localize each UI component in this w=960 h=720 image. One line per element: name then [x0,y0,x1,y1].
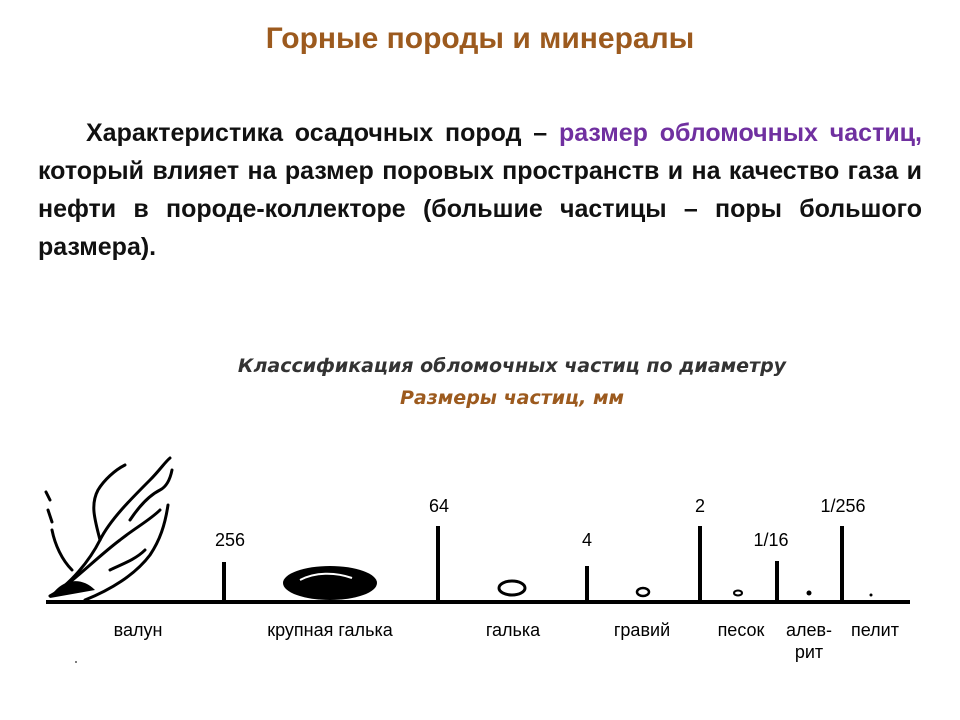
pebble-drawing [497,579,527,597]
sizes-subtitle: Размеры частиц, мм [399,387,625,409]
tick-label-1-256: 1/256 [820,496,865,516]
para-text-2: который влияет на размер поровых простра… [38,157,922,261]
tick-label-1-16: 1/16 [753,530,788,550]
label-cobble: крупная галька [267,620,393,640]
label-boulder: валун [114,620,163,640]
stray-dot [75,661,77,663]
classification-title: Классификация обломочных частиц по диаме… [237,355,787,377]
tick-label-64: 64 [429,496,449,516]
label-sand: песок [718,620,765,640]
tick-label-4: 4 [582,530,592,550]
cobble-highlight [299,572,353,581]
label-pebble: галька [486,620,541,640]
para-highlight: размер обломочных частиц, [558,119,922,147]
body-paragraph: Характеристика осадочных пород – размер … [38,114,922,266]
cobble-drawing [283,566,377,600]
sand-drawing [733,589,743,597]
tick-label-256: 256 [215,530,245,550]
gravel-drawing [635,586,651,598]
silt-drawing [806,590,812,596]
boulder-drawing [44,456,174,602]
label-silt-line2: рит [795,642,823,662]
boulder-base-shadow [50,581,95,598]
para-text-1: Характеристика осадочных пород – [86,119,559,147]
tick-label-2: 2 [695,496,705,516]
label-gravel: гравий [614,620,670,640]
label-silt-line1: алев- [786,620,832,640]
clay-drawing [869,593,873,597]
slide-title: Горные породы и минералы [265,22,695,55]
label-clay: пелит [851,620,899,640]
